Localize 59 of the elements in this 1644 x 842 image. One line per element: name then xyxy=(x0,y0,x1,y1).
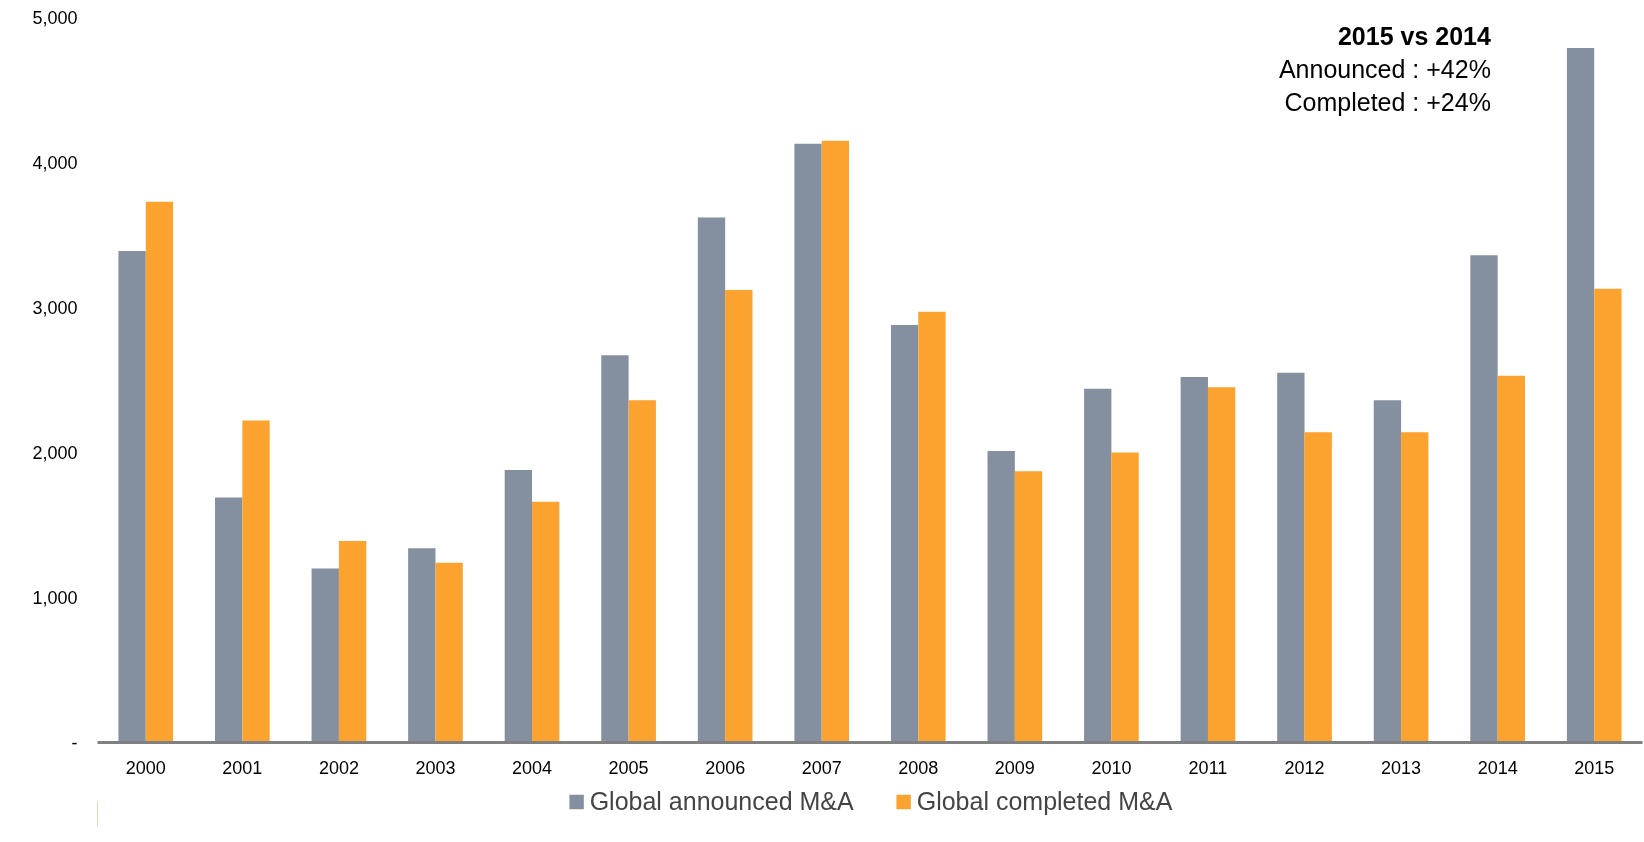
x-tick-label: 2012 xyxy=(1284,757,1325,778)
bar xyxy=(1401,432,1429,743)
x-tick-label: 2001 xyxy=(222,757,263,778)
bar xyxy=(987,451,1015,743)
bar xyxy=(338,540,367,743)
x-tick-label: 2014 xyxy=(1477,757,1518,778)
legend-label: Global completed M&A xyxy=(916,786,1173,816)
bar xyxy=(435,562,463,743)
x-tick-label: 2011 xyxy=(1188,757,1228,778)
bar xyxy=(697,217,726,743)
x-tick-label: 2006 xyxy=(705,757,746,778)
y-tick-label: 3,000 xyxy=(32,298,78,318)
bar xyxy=(1180,377,1208,743)
x-tick-label: 2005 xyxy=(608,757,649,778)
y-tick-label: 4,000 xyxy=(32,153,78,173)
x-tick-label: 2008 xyxy=(898,757,939,778)
bar xyxy=(311,568,339,743)
y-tick-label: 2,000 xyxy=(32,443,78,463)
bar xyxy=(890,324,919,743)
bar xyxy=(504,469,533,743)
x-tick-label: 2010 xyxy=(1091,757,1132,778)
bar xyxy=(821,140,850,743)
bar xyxy=(1470,255,1498,743)
bar xyxy=(725,290,753,743)
y-tick-label: - xyxy=(71,733,78,753)
bar xyxy=(145,201,174,743)
annotation: Completed : +24% xyxy=(1284,88,1491,117)
bar xyxy=(1084,388,1112,743)
bar xyxy=(408,548,436,743)
bar xyxy=(601,355,629,743)
x-tick-label: 2007 xyxy=(801,757,842,778)
bar xyxy=(1014,471,1043,743)
bar xyxy=(215,497,243,743)
x-tick-label: 2013 xyxy=(1381,757,1422,778)
annotation: Announced : +42% xyxy=(1278,54,1491,83)
x-tick-label: 2015 xyxy=(1574,757,1615,778)
y-tick-label: 5,000 xyxy=(32,8,78,28)
legend-label: Global announced M&A xyxy=(589,786,854,816)
x-tick-label: 2009 xyxy=(994,757,1035,778)
bar xyxy=(628,400,656,743)
bar xyxy=(532,501,560,743)
y-tick-label: 1,000 xyxy=(32,588,78,608)
bar xyxy=(1373,400,1402,743)
bar xyxy=(1594,288,1622,743)
bar xyxy=(1111,452,1139,743)
x-tick-label: 2002 xyxy=(318,757,359,778)
x-tick-label: 2000 xyxy=(125,757,166,778)
bar xyxy=(1207,387,1236,743)
x-tick-label: 2003 xyxy=(415,757,456,778)
bar xyxy=(918,311,946,743)
bar xyxy=(1304,432,1332,743)
bar xyxy=(242,420,270,743)
annotation: 2015 vs 2014 xyxy=(1337,21,1491,50)
bar xyxy=(794,143,822,743)
bar xyxy=(118,250,146,743)
x-tick-label: 2004 xyxy=(512,757,553,778)
bar xyxy=(1277,372,1305,743)
bar xyxy=(1566,47,1595,743)
bar xyxy=(1497,375,1525,743)
